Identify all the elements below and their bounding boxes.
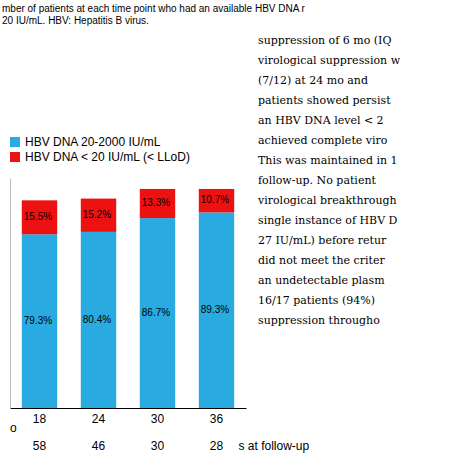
page: {"chart_data": { "type": "bar", "stacked… (0, 0, 474, 474)
data-label: 86.7% (142, 307, 170, 318)
x-tick: 24 (92, 408, 106, 426)
data-label: 10.7% (201, 194, 229, 205)
annotation: did not meet the criter (258, 254, 385, 267)
annotation: 27 IU/mL) before retur (258, 234, 387, 247)
data-label: 79.3% (24, 315, 52, 326)
bar-segment (81, 232, 116, 408)
annotation: suppression of 6 mo (IQ (258, 34, 391, 47)
bar-segment (22, 200, 57, 234)
bar-segment (199, 212, 234, 408)
annotation: an HBV DNA level < 2 (258, 114, 384, 127)
annotation: (7/12) at 24 mo and (258, 74, 368, 87)
y-axis-line (10, 179, 11, 409)
data-label: 15.2% (83, 209, 111, 220)
legend-entry: HBV DNA 20-2000 IU/mL (25, 135, 161, 149)
annotation: This was maintained in 1 (258, 154, 398, 167)
data-label: 80.4% (83, 314, 111, 325)
bars (22, 189, 234, 408)
bar-segment (199, 189, 234, 212)
x-axis-line (11, 408, 247, 409)
annotation: 16/17 patients (94%) (258, 294, 375, 307)
annotation: single instance of HBV D (258, 214, 398, 227)
annotation: s at follow-up (239, 439, 310, 453)
annotation: virological breakthrough (257, 194, 397, 207)
x-tick-label: 30 (151, 412, 165, 426)
annotation: mber of patients at each time point who … (2, 3, 306, 14)
y-axis (10, 179, 11, 409)
annotation: 20 IU/mL. HBV: Hepatitis B virus. (2, 15, 149, 26)
bar-segment (140, 189, 175, 218)
bar-series (22, 212, 234, 408)
x-tick-label: 36 (210, 412, 224, 426)
bar-segment (81, 199, 116, 232)
n-value: 46 (92, 439, 106, 453)
annotation: an undetectable plasm (258, 274, 385, 287)
legend-swatch (10, 152, 20, 162)
annotation: suppression througho (258, 314, 380, 327)
legend: HBV DNA 20-2000 IU/mLHBV DNA < 20 IU/mL … (10, 135, 190, 164)
bar-segment (140, 218, 175, 408)
data-labels: 79.3% 80.4% 86.7% 89.3% 15.5% 15.2% 13.3% 10.7% (24, 194, 229, 325)
annotation: patients showed persist (258, 94, 391, 107)
legend-entry: HBV DNA < 20 IU/mL (< LLoD) (25, 150, 190, 164)
annotation: virological suppression w (257, 54, 401, 67)
n-value: 28 (210, 439, 224, 453)
chart: 79.3% 80.4% 86.7% 89.3% 15.5% 15.2% 13.3% 10.7%… (0, 0, 474, 474)
n-value: 58 (33, 439, 47, 453)
bar-segment (22, 234, 57, 408)
x-axis: 18 24 30 36 (11, 408, 247, 426)
bar-series (22, 189, 234, 234)
x-tick: 30 (151, 408, 165, 426)
data-label: 15.5% (24, 211, 52, 222)
x-tick-label: 18 (33, 412, 47, 426)
data-label: 89.3% (201, 304, 229, 315)
data-label: 13.3% (142, 197, 170, 208)
annotation: follow-up. No patient (258, 174, 376, 187)
n-value: 30 (151, 439, 165, 453)
x-tick: 36 (210, 408, 224, 426)
legend-swatch (10, 137, 20, 147)
annotation: achieved complete viro (258, 134, 388, 147)
n-values: 58 46 30 28 (33, 439, 224, 453)
x-tick: 18 (33, 408, 47, 426)
annotations: mber of patients at each time point who … (2, 3, 401, 453)
annotation: o (10, 421, 17, 435)
x-tick-label: 24 (92, 412, 106, 426)
